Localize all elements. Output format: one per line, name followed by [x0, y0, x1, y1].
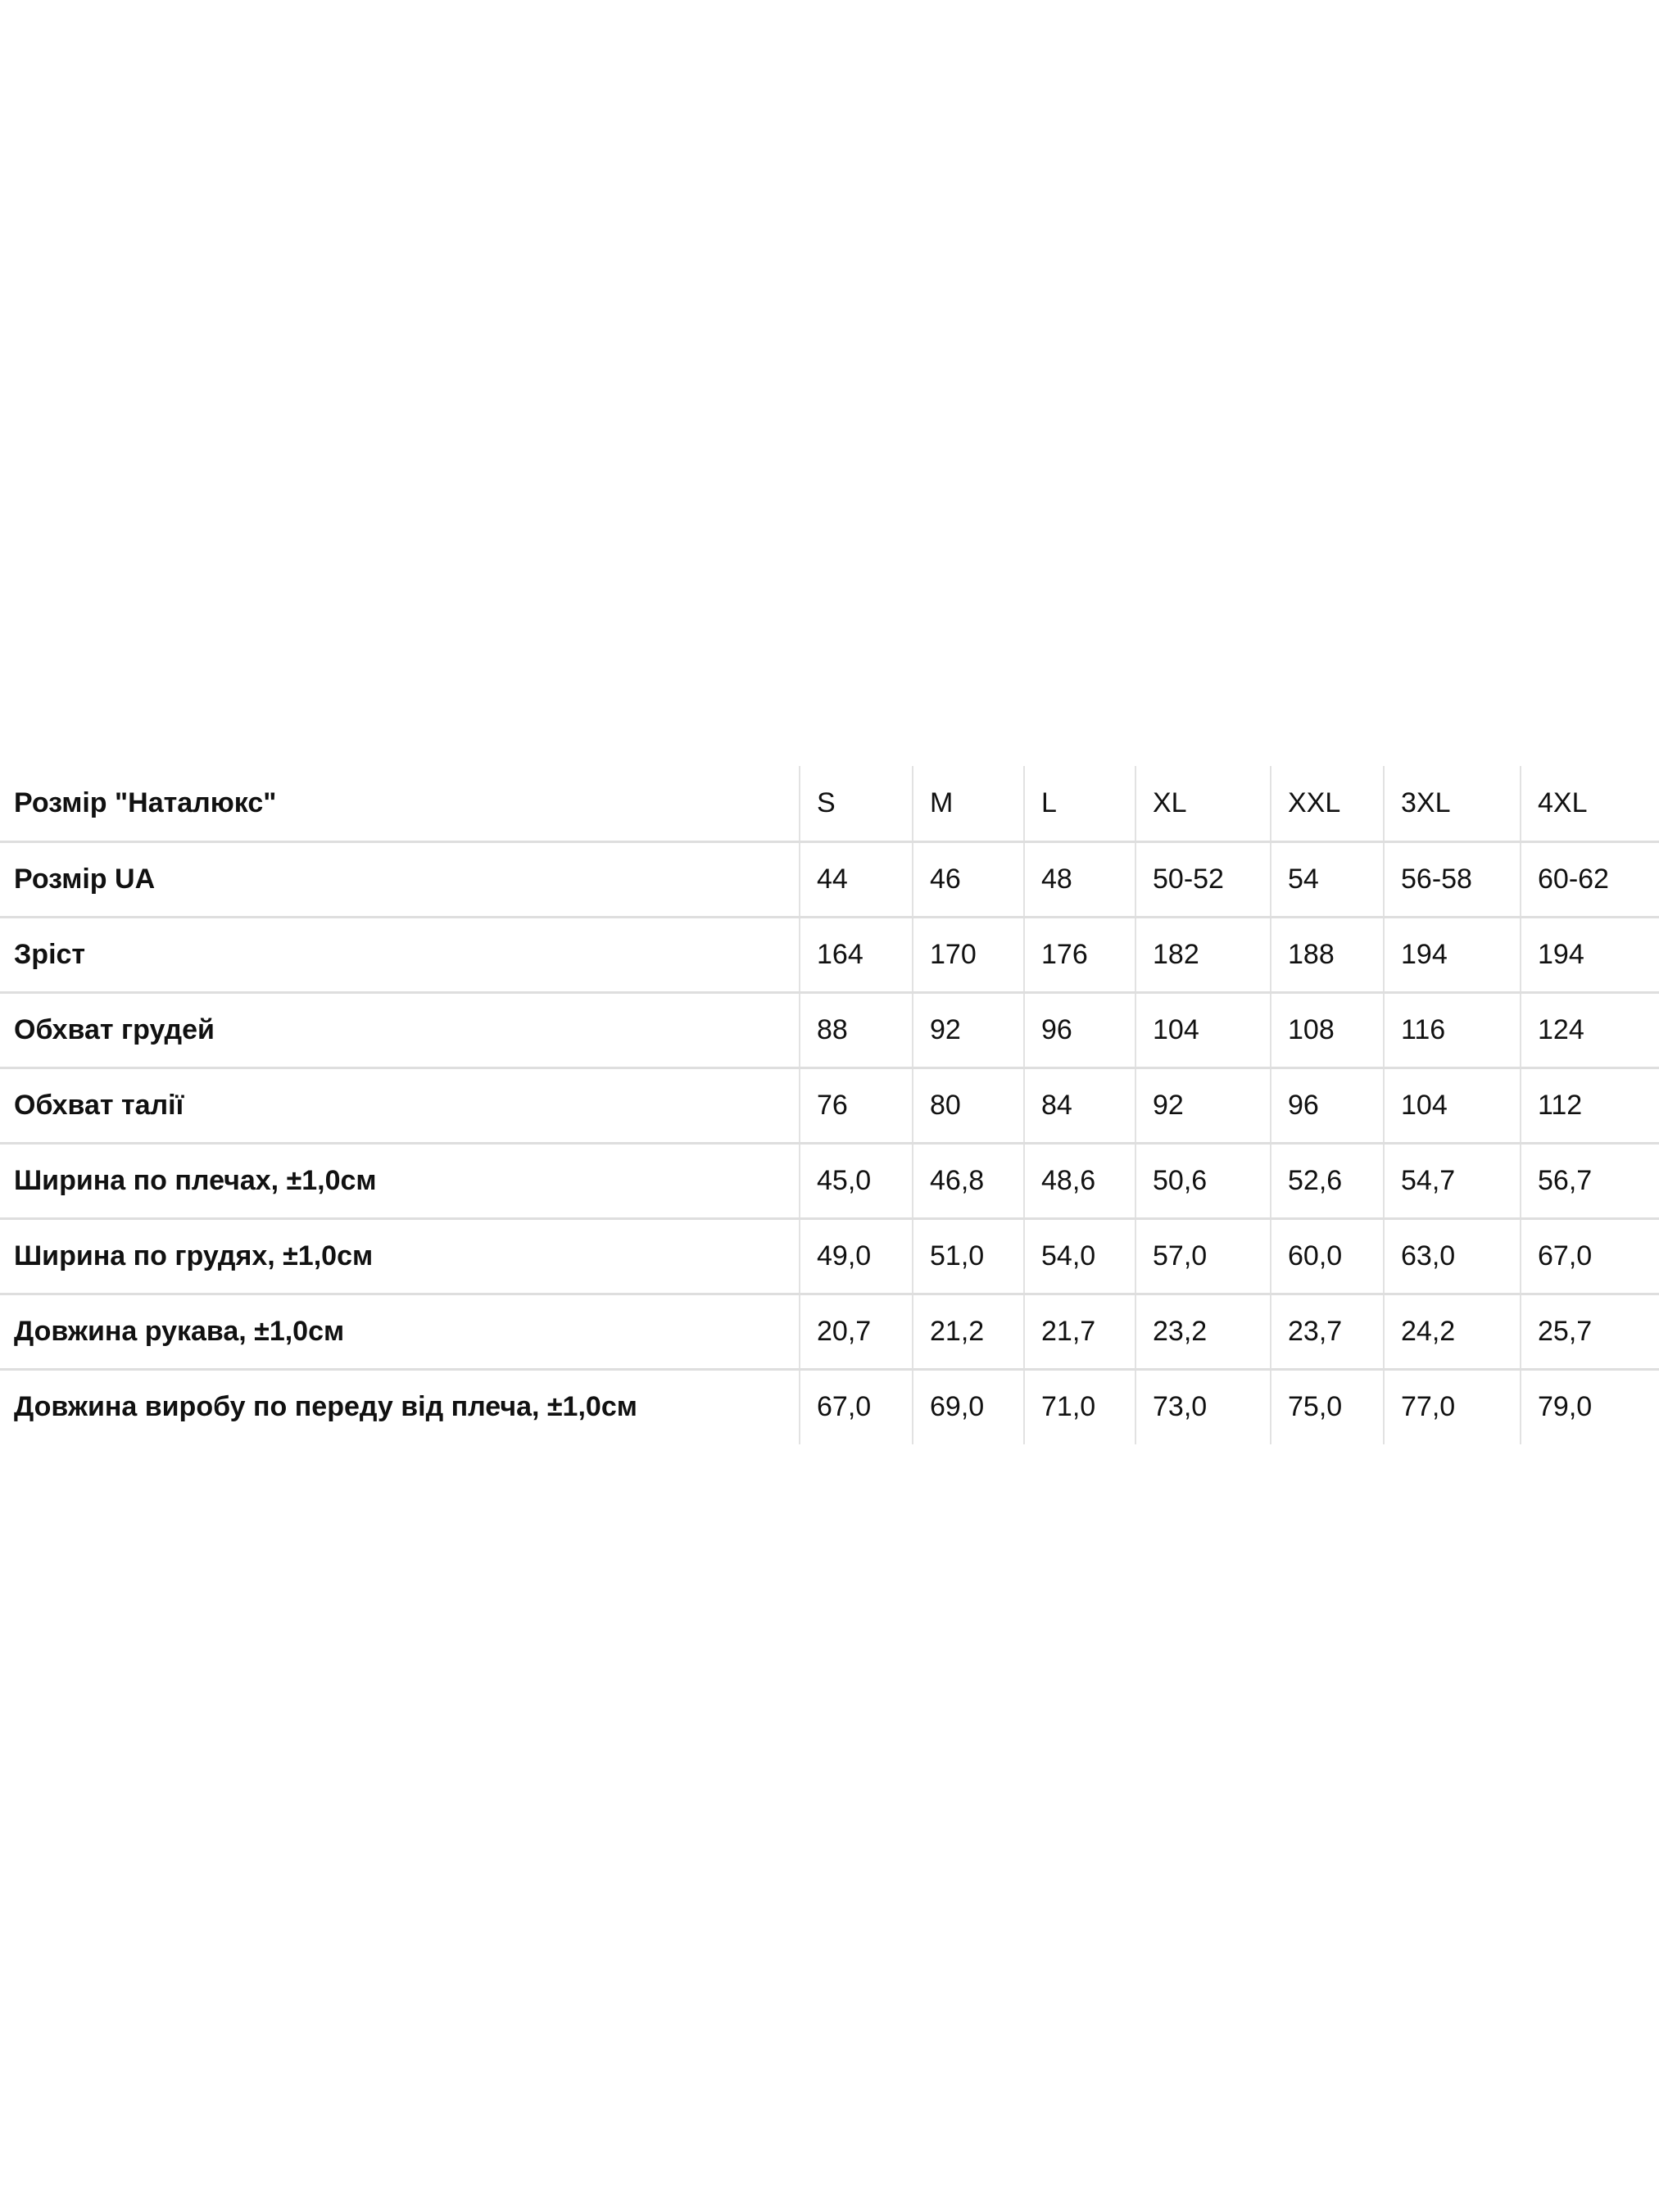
- size-value-cell: 60-62: [1520, 841, 1659, 918]
- size-value-cell: 164: [799, 917, 913, 994]
- size-header-cell: 3XL: [1383, 766, 1521, 843]
- size-value-cell: 54,7: [1383, 1143, 1521, 1220]
- size-value-cell: 92: [1135, 1067, 1271, 1145]
- size-value-cell: 182: [1135, 917, 1271, 994]
- size-value-cell: 50-52: [1135, 841, 1271, 918]
- size-value-cell: 67,0: [799, 1369, 913, 1444]
- size-header-cell: 4XL: [1520, 766, 1659, 843]
- row-label: Ширина по грудях, ±1,0см: [0, 1218, 800, 1295]
- size-value-cell: 45,0: [799, 1143, 913, 1220]
- size-value-cell: 57,0: [1135, 1218, 1271, 1295]
- size-value-cell: 48: [1023, 841, 1135, 918]
- size-value-cell: 92: [912, 992, 1024, 1069]
- size-value-cell: 23,7: [1270, 1294, 1384, 1371]
- size-value-cell: 67,0: [1520, 1218, 1659, 1295]
- size-value-cell: 49,0: [799, 1218, 913, 1295]
- size-value-cell: 84: [1023, 1067, 1135, 1145]
- size-value-cell: 50,6: [1135, 1143, 1271, 1220]
- size-value-cell: 79,0: [1520, 1369, 1659, 1444]
- size-value-cell: 52,6: [1270, 1143, 1384, 1220]
- size-value-cell: 25,7: [1520, 1294, 1659, 1371]
- size-value-cell: 73,0: [1135, 1369, 1271, 1444]
- row-label: Ширина по плечах, ±1,0см: [0, 1143, 800, 1220]
- size-header-cell: L: [1023, 766, 1135, 843]
- size-chart-body: Розмір "Наталюкс" S M L XL XXL 3XL 4XL Розмір UA…: [0, 766, 1659, 1444]
- row-label: Обхват талії: [0, 1067, 800, 1145]
- size-value-cell: 56,7: [1520, 1143, 1659, 1220]
- row-label: Розмір UA: [0, 841, 800, 918]
- size-value-cell: 96: [1270, 1067, 1384, 1145]
- size-header-cell: M: [912, 766, 1024, 843]
- table-row: Довжина рукава, ±1,0см 20,7 21,2 21,7 23,2 23…: [0, 1294, 1659, 1371]
- size-value-cell: 80: [912, 1067, 1024, 1145]
- size-value-cell: 170: [912, 917, 1024, 994]
- size-value-cell: 44: [799, 841, 913, 918]
- row-label: Обхват грудей: [0, 992, 800, 1069]
- table-row: Зріст 164 170 176 182 188 194 194: [0, 917, 1659, 994]
- size-value-cell: 23,2: [1135, 1294, 1271, 1371]
- table-header-row: Розмір "Наталюкс" S M L XL XXL 3XL 4XL: [0, 766, 1659, 843]
- row-label: Зріст: [0, 917, 800, 994]
- size-value-cell: 194: [1383, 917, 1521, 994]
- size-value-cell: 188: [1270, 917, 1384, 994]
- table-row: Обхват талії 76 80 84 92 96 104 112: [0, 1067, 1659, 1145]
- row-label: Довжина виробу по переду від плеча, ±1,0…: [14, 1391, 637, 1423]
- table-row: Розмір UA 44 46 48 50-52 54 56-58 60-62: [0, 841, 1659, 918]
- size-value-cell: 48,6: [1023, 1143, 1135, 1220]
- size-value-cell: 77,0: [1383, 1369, 1521, 1444]
- row-label: Розмір "Наталюкс": [0, 766, 800, 843]
- size-value-cell: 21,2: [912, 1294, 1024, 1371]
- size-value-cell: 76: [799, 1067, 913, 1145]
- size-value-cell: 124: [1520, 992, 1659, 1069]
- size-value-cell: 88: [799, 992, 913, 1069]
- size-header-cell: S: [799, 766, 913, 843]
- size-value-cell: 71,0: [1023, 1369, 1135, 1444]
- size-value-cell: 96: [1023, 992, 1135, 1069]
- size-value-cell: 21,7: [1023, 1294, 1135, 1371]
- size-value-cell: 75,0: [1270, 1369, 1384, 1444]
- size-value-cell: 54,0: [1023, 1218, 1135, 1295]
- size-value-cell: 60,0: [1270, 1218, 1384, 1295]
- size-header-cell: XXL: [1270, 766, 1384, 843]
- size-value-cell: 20,7: [799, 1294, 913, 1371]
- size-value-cell: 116: [1383, 992, 1521, 1069]
- size-header-cell: XL: [1135, 766, 1271, 843]
- size-value-cell: 46: [912, 841, 1024, 918]
- table-row: Обхват грудей 88 92 96 104 108 116 124: [0, 992, 1659, 1069]
- table-row: Ширина по плечах, ±1,0см 45,0 46,8 48,6 50,6…: [0, 1143, 1659, 1220]
- size-value-cell: 112: [1520, 1067, 1659, 1145]
- size-chart-table: Розмір "Наталюкс" S M L XL XXL 3XL 4XL Розмір UA…: [0, 766, 1659, 1444]
- size-value-cell: 176: [1023, 917, 1135, 994]
- size-value-cell: 69,0: [912, 1369, 1024, 1444]
- table-row: Довжина виробу по переду від плеча, ±1,0…: [0, 1369, 1659, 1444]
- row-label: Довжина рукава, ±1,0см: [0, 1294, 800, 1371]
- size-value-cell: 108: [1270, 992, 1384, 1069]
- table-row: Ширина по грудях, ±1,0см 49,0 51,0 54,0 57,0…: [0, 1218, 1659, 1295]
- size-value-cell: 104: [1135, 992, 1271, 1069]
- size-value-cell: 54: [1270, 841, 1384, 918]
- size-value-cell: 56-58: [1383, 841, 1521, 918]
- size-value-cell: 24,2: [1383, 1294, 1521, 1371]
- size-value-cell: 104: [1383, 1067, 1521, 1145]
- size-value-cell: 51,0: [912, 1218, 1024, 1295]
- size-value-cell: 46,8: [912, 1143, 1024, 1220]
- size-value-cell: 63,0: [1383, 1218, 1521, 1295]
- size-value-cell: 194: [1520, 917, 1659, 994]
